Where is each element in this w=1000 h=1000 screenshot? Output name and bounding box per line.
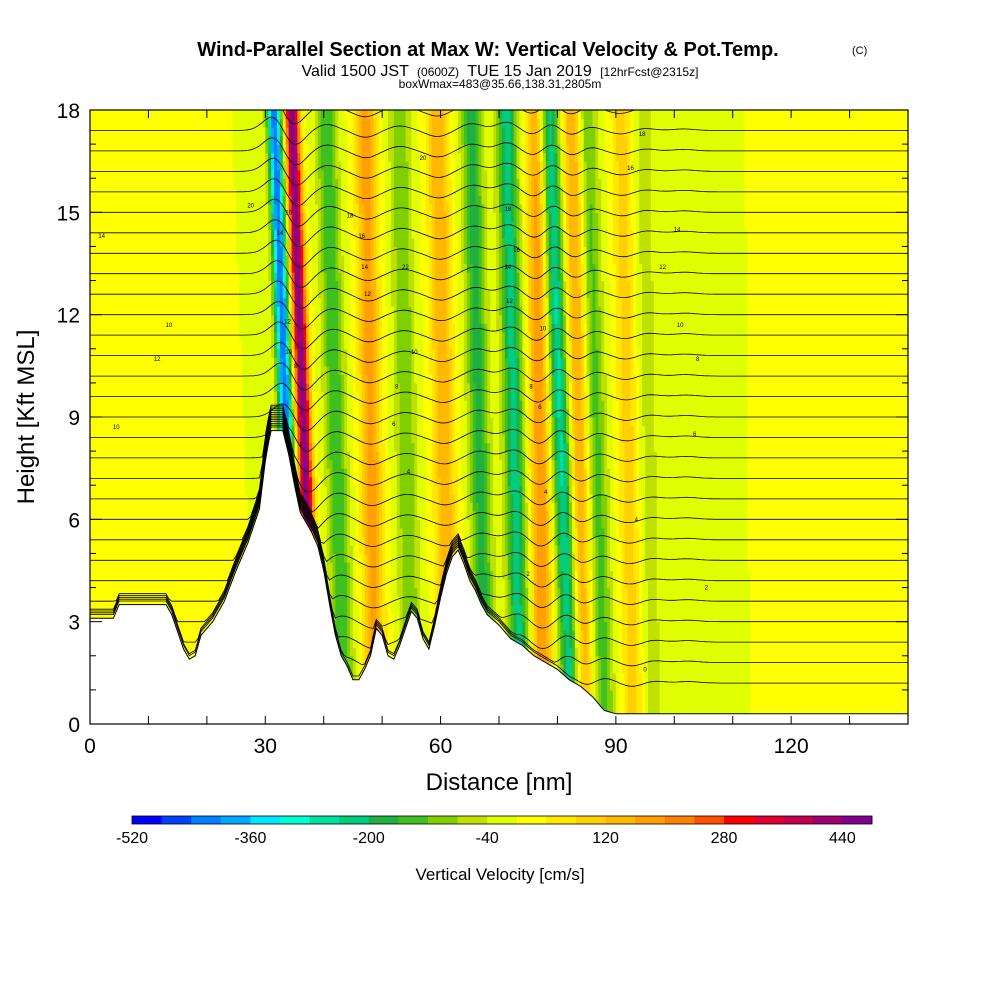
chart-title-unit: (C) (852, 45, 867, 57)
valid-prefix: Valid 1500 JST (302, 63, 410, 80)
plot-area: 1420101210101412108441816141222108642018… (90, 76, 909, 726)
box-info: boxWmax=483@35.66,138.31,2805m (399, 77, 602, 91)
forecast-info: [12hrFcst@2315z] (600, 65, 698, 79)
chart-title: Wind-Parallel Section at Max W: Vertical… (197, 39, 778, 61)
cross-section-chart: Wind-Parallel Section at Max W: Vertical… (0, 0, 1000, 1000)
